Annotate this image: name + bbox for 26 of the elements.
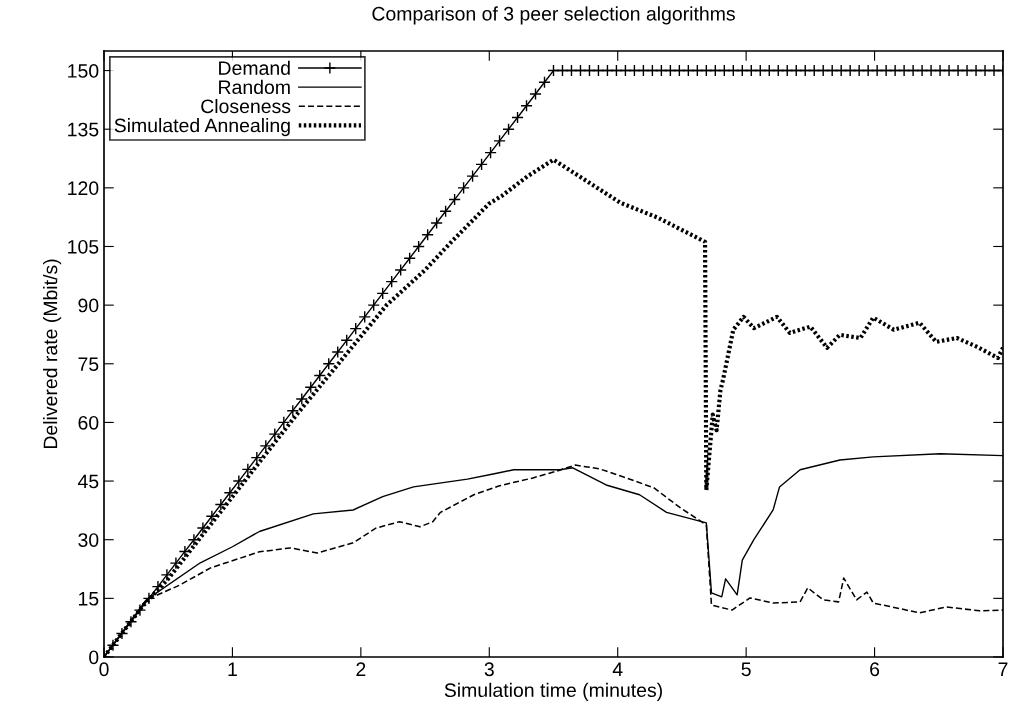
y-tick-label: 105 [68, 239, 99, 254]
y-tick-label: 60 [78, 415, 99, 430]
y-tick-label: 0 [89, 650, 99, 665]
chart-title: Comparison of 3 peer selection algorithms [372, 6, 735, 25]
x-tick-label: 4 [612, 662, 623, 676]
x-tick-label: 2 [356, 662, 366, 676]
x-tick-label: 1 [228, 662, 237, 676]
y-tick-label: 150 [68, 64, 99, 78]
x-tick-label: 3 [484, 662, 494, 677]
legend-label: Simulated Annealing [114, 118, 290, 137]
y-tick-label: 90 [78, 298, 99, 313]
x-tick-label: 6 [870, 662, 880, 677]
y-axis-title: Delivered rate (Mbit/s) [43, 259, 62, 449]
x-axis-title: Simulation time (minutes) [444, 682, 662, 701]
x-tick-label: 5 [741, 662, 751, 677]
y-tick-label: 30 [78, 533, 99, 547]
y-tick-label: 75 [78, 357, 99, 372]
y-tick-label: 120 [68, 181, 99, 196]
legend-label: Random [219, 79, 290, 95]
legend-label: Closeness [201, 98, 291, 114]
y-tick-label: 45 [77, 474, 99, 489]
y-tick-label: 135 [68, 122, 99, 137]
y-tick-label: 15 [79, 592, 99, 606]
x-tick-label: 7 [998, 662, 1008, 676]
x-tick-label: 0 [99, 662, 109, 677]
legend-label: Demand [219, 60, 290, 75]
